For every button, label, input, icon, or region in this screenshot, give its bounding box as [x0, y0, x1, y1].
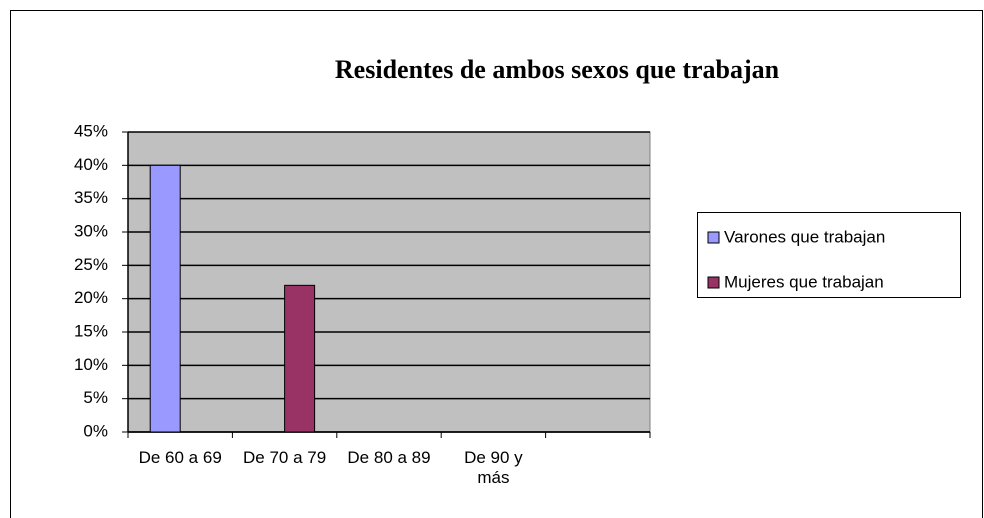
legend-label: Varones que trabajan	[724, 227, 885, 246]
legend-box	[697, 212, 961, 298]
bar	[284, 284, 316, 433]
y-tick-label: 35%	[74, 188, 108, 207]
plot-area	[127, 131, 651, 433]
x-tick-label: De 90 y más	[464, 448, 523, 487]
y-tick-label: 40%	[74, 155, 108, 174]
y-tick-label: 5%	[83, 388, 108, 407]
y-tick-label: 25%	[74, 255, 108, 274]
bar	[149, 164, 181, 433]
y-tick-label: 20%	[74, 288, 108, 307]
y-tick-label: 10%	[74, 355, 108, 374]
x-tick-label: De 60 a 69	[138, 448, 222, 467]
y-tick-label: 0%	[83, 421, 108, 440]
legend-label: Mujeres que trabajan	[724, 272, 884, 291]
legend-swatch	[707, 276, 720, 289]
y-tick-label: 45%	[74, 121, 108, 140]
x-tick-label: De 80 a 89	[347, 448, 431, 467]
legend-swatch	[707, 231, 720, 244]
y-tick-label: 30%	[74, 221, 108, 240]
x-tick-label: De 70 a 79	[243, 448, 327, 467]
y-tick-label: 15%	[74, 321, 108, 340]
chart-title: Residentes de ambos sexos que trabajan	[335, 55, 780, 84]
